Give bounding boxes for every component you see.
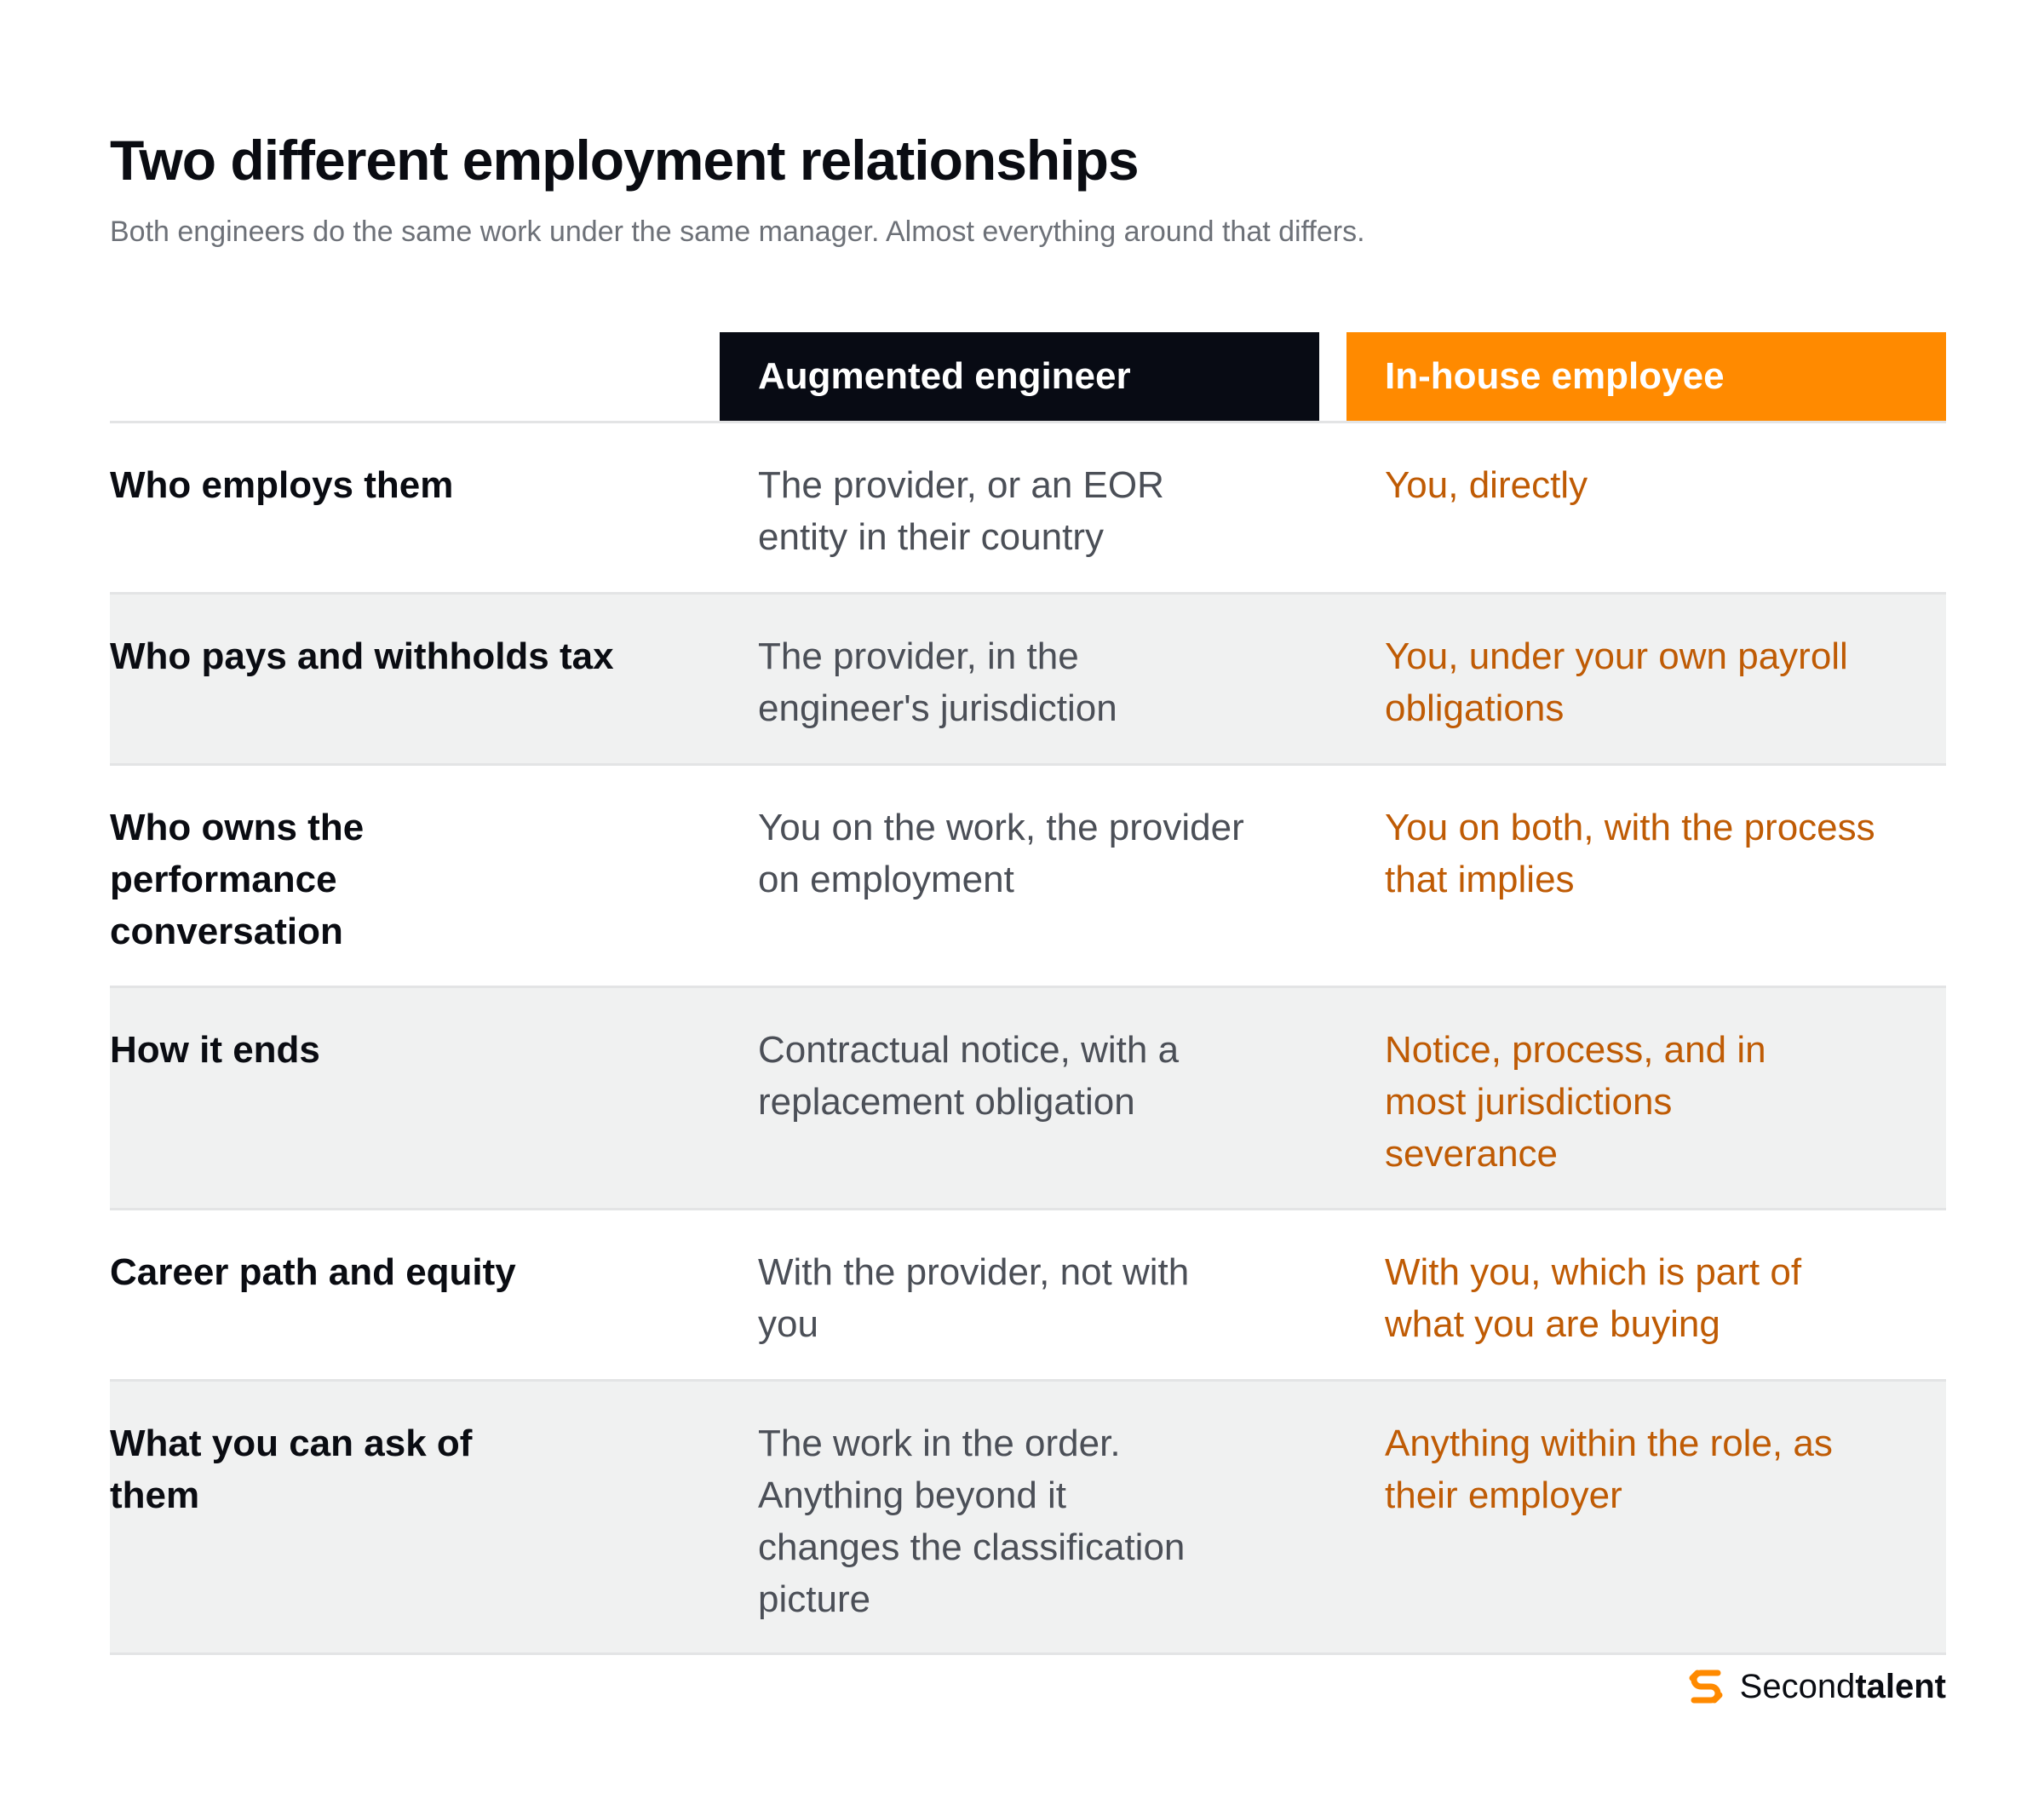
- page-subtitle: Both engineers do the same work under th…: [110, 216, 1365, 248]
- column-header-inhouse: In-house employee: [1346, 332, 1946, 421]
- inhouse-cell: With you, which is part of what you are …: [1385, 1251, 1802, 1345]
- row-label: What you can ask of them: [110, 1423, 473, 1516]
- augmented-cell: With the provider, not with you: [758, 1251, 1190, 1345]
- table-row: Career path and equity With the provider…: [110, 1210, 1946, 1382]
- row-label: How it ends: [110, 1029, 320, 1071]
- table-header-row: Augmented engineer In-house employee: [110, 332, 1946, 423]
- augmented-cell: Contractual notice, with a replacement o…: [758, 1029, 1180, 1123]
- row-label: Career path and equity: [110, 1251, 516, 1293]
- row-label: Who pays and withholds tax: [110, 635, 614, 677]
- comparison-table: Augmented engineer In-house employee Who…: [110, 332, 1946, 1655]
- table-row: Who employs them The provider, or an EOR…: [110, 423, 1946, 595]
- augmented-cell: The provider, in the engineer's jurisdic…: [758, 635, 1117, 729]
- inhouse-cell: You, under your own payroll obligations: [1385, 635, 1848, 729]
- inhouse-cell: You on both, with the process that impli…: [1385, 807, 1875, 900]
- inhouse-cell: Anything within the role, as their emplo…: [1385, 1423, 1833, 1516]
- brand-name-bold: talent: [1855, 1668, 1946, 1705]
- secondtalent-logo-icon: [1689, 1670, 1723, 1704]
- inhouse-cell: You, directly: [1385, 464, 1588, 506]
- table-row: Who pays and withholds tax The provider,…: [110, 595, 1946, 766]
- brand-name: Secondtalent: [1740, 1663, 1946, 1710]
- augmented-cell: The work in the order. Anything beyond i…: [758, 1423, 1186, 1620]
- inhouse-cell: Notice, process, and in most jurisdictio…: [1385, 1029, 1766, 1175]
- augmented-cell: You on the work, the provider on employm…: [758, 807, 1244, 900]
- table-row: Who owns the performance conversation Yo…: [110, 766, 1946, 988]
- table-row: How it ends Contractual notice, with a r…: [110, 988, 1946, 1210]
- column-header-augmented: Augmented engineer: [720, 332, 1319, 421]
- table-row: What you can ask of them The work in the…: [110, 1382, 1946, 1655]
- augmented-cell: The provider, or an EOR entity in their …: [758, 464, 1164, 558]
- page-title: Two different employment relationships: [110, 129, 1140, 192]
- row-label: Who employs them: [110, 464, 454, 506]
- row-label: Who owns the performance conversation: [110, 807, 365, 952]
- brand-name-light: Second: [1739, 1668, 1856, 1705]
- brand-logo: Secondtalent: [1684, 1663, 1946, 1710]
